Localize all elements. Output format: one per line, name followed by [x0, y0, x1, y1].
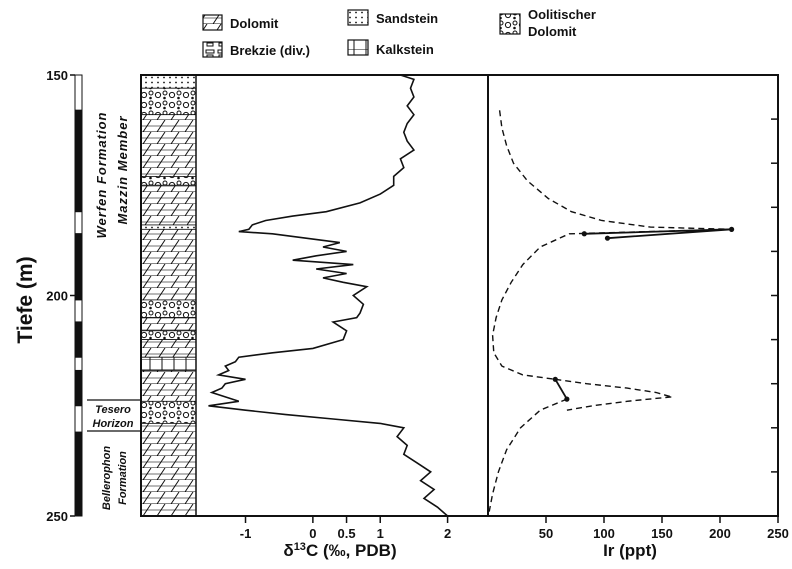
ir-tick-label: 200: [709, 526, 731, 541]
legend-label-brekzie: Brekzie (div.): [230, 43, 310, 58]
legend-swatch-sandstein: [347, 9, 369, 26]
depth-bar-segment: [74, 74, 83, 111]
depth-tick-label: 200: [46, 289, 68, 304]
ir-data-point: [552, 376, 558, 382]
litho-layer-dolomit: [140, 339, 197, 358]
depth-bar-segment: [74, 356, 83, 371]
litho-layer-sand: [140, 74, 197, 89]
legend-swatch-dolomit: [202, 14, 223, 31]
mazzin-member-label: Mazzin Member: [115, 115, 130, 224]
ir-series-dashed-line: [555, 378, 672, 398]
legend-swatch-oolith: [499, 13, 521, 35]
depth-bar-segment: [74, 299, 83, 323]
legend-label-kalkstein: Kalkstein: [376, 42, 434, 57]
ir-series-dashed-line: [488, 398, 568, 512]
legend-swatch-kalkstein: [347, 39, 369, 56]
d13c-title-delta: δ: [283, 541, 293, 560]
d13c-title-rest: C (‰, PDB): [306, 541, 397, 560]
legend-label-oolith-1: Oolitischer: [528, 7, 596, 22]
depth-scale-bar: [74, 74, 83, 517]
depth-tick-label: 250: [46, 509, 68, 524]
d13c-title-sup: 13: [294, 541, 306, 553]
depth-bar-segment: [74, 233, 83, 301]
ir-tick-label: 50: [539, 526, 553, 541]
depth-tick-label: 150: [46, 68, 68, 83]
litho-layer-dolomit: [140, 114, 197, 177]
litho-layer-oolith: [140, 176, 197, 186]
d13c-tick-label: 0.5: [338, 526, 356, 541]
bellerophon-label-2: Formation: [117, 451, 129, 505]
depth-bar-segment: [74, 431, 83, 517]
lithology-column: [140, 74, 197, 517]
litho-layer-dolomit: [140, 317, 197, 332]
litho-layer-oolith: [140, 330, 197, 340]
plot-frame: [140, 74, 779, 517]
werfen-formation-label: Werfen Formation: [94, 112, 109, 239]
depth-axis-title: Tiefe (m): [14, 256, 37, 343]
ir-data-point: [604, 235, 611, 241]
legend-label-sandstein: Sandstein: [376, 11, 438, 26]
legend: Dolomit Brekzie (div.) Sandstein Kalkste…: [202, 7, 596, 58]
legend-swatch-brekzie: [202, 41, 223, 58]
d13c-axis-title: δ13C (‰, PDB): [283, 541, 396, 560]
depth-bar-segment: [74, 369, 83, 407]
depth-bar-segment: [74, 109, 83, 213]
depth-axis-ticks: 150 200 250: [46, 68, 75, 524]
depth-bar-segment: [74, 405, 83, 433]
ir-series-dashed-line: [491, 110, 732, 380]
ir-tick-label: 150: [651, 526, 673, 541]
ir-tick-label: 100: [593, 526, 615, 541]
d13c-series-line: [208, 74, 449, 517]
d13c-panel: -1 0 0.5 1 2: [208, 74, 451, 541]
litho-layer-dolomit: [140, 422, 197, 517]
tesero-label-2: Horizon: [93, 418, 134, 430]
legend-label-oolith-2: Dolomit: [528, 24, 577, 39]
d13c-tick-label: 2: [444, 526, 451, 541]
litho-layer-oolith: [140, 299, 197, 318]
litho-layer-dolomit: [140, 370, 197, 402]
litho-layer-dolomit: [140, 184, 197, 226]
ir-axis-title: Ir (ppt): [603, 541, 657, 560]
tesero-label-1: Tesero: [95, 404, 131, 416]
d13c-tick-label: -1: [240, 526, 252, 541]
depth-bar-segment: [74, 321, 83, 358]
litho-layer-dolomit: [140, 228, 197, 301]
depth-bar-segment: [74, 211, 83, 235]
ir-series-dashed-line: [566, 396, 672, 411]
d13c-tick-label: 1: [377, 526, 384, 541]
bellerophon-label-1: Bellerophon: [101, 446, 113, 510]
ir-tick-label: 250: [767, 526, 789, 541]
litho-layer-oolith: [140, 87, 197, 116]
litho-layer-oolith: [140, 400, 197, 424]
litho-layer-sand: [140, 224, 197, 230]
ir-panel: 50 100 150 200 250: [488, 110, 789, 541]
ir-series-solid-line: [554, 378, 568, 400]
d13c-tick-label: 0: [309, 526, 316, 541]
legend-label-dolomit: Dolomit: [230, 16, 279, 31]
litho-layer-kalk: [140, 356, 197, 371]
